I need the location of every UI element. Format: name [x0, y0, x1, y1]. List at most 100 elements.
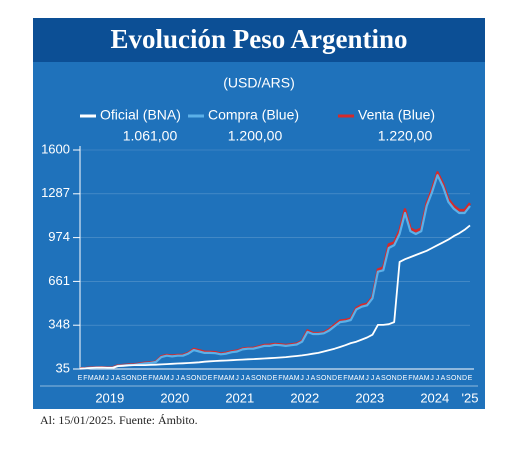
x-tick-label: E: [338, 375, 343, 382]
x-tick-label: D: [202, 375, 207, 382]
x-tick-label: J: [105, 375, 109, 382]
x-tick-label: D: [462, 375, 467, 382]
x-tick-label: A: [419, 375, 424, 382]
x-tick-label: J: [436, 375, 440, 382]
x-tick-label: M: [283, 375, 289, 382]
x-tick-label: J: [371, 375, 375, 382]
x-tick-label: M: [218, 375, 224, 382]
x-tick-label: F: [83, 375, 87, 382]
x-tick-label: O: [321, 375, 327, 382]
x-tick-label: N: [457, 375, 462, 382]
x-tick-label: D: [267, 375, 272, 382]
x-tick-label: O: [191, 375, 197, 382]
x-tick-label: M: [424, 375, 430, 382]
x-tick-label: J: [235, 375, 239, 382]
year-label: 2023: [355, 390, 384, 405]
x-tick-label: E: [403, 375, 408, 382]
x-tick-label: N: [327, 375, 332, 382]
x-tick-label: E: [208, 375, 213, 382]
year-label: 2024: [420, 390, 449, 405]
y-tick-label: 1287: [41, 185, 70, 200]
x-tick-label: S: [186, 375, 191, 382]
legend-value: 1.200,00: [228, 128, 283, 144]
x-tick-label: J: [306, 375, 310, 382]
year-label: 2021: [225, 390, 254, 405]
x-tick-label: A: [311, 375, 316, 382]
x-tick-label: J: [365, 375, 369, 382]
year-label: 2020: [160, 390, 189, 405]
y-tick-label: 348: [48, 317, 70, 332]
x-tick-label: A: [246, 375, 251, 382]
y-tick-label: 974: [48, 229, 70, 244]
x-tick-label: D: [137, 375, 142, 382]
y-tick-label: 1600: [41, 141, 70, 156]
x-tick-label: M: [359, 375, 365, 382]
x-tick-label: M: [164, 375, 170, 382]
year-label: 2022: [290, 390, 319, 405]
x-tick-label: A: [116, 375, 121, 382]
x-tick-label: M: [88, 375, 94, 382]
x-tick-label: J: [111, 375, 115, 382]
footer: Al: 15/01/2025. Fuente: Ámbito.: [40, 413, 198, 427]
x-tick-label: A: [376, 375, 381, 382]
subtitle: (USD/ARS): [223, 75, 295, 91]
x-tick-label: O: [386, 375, 392, 382]
legend-label: Venta (Blue): [358, 107, 435, 123]
y-tick-label: 661: [48, 273, 70, 288]
x-tick-label: J: [300, 375, 304, 382]
x-tick-label: F: [408, 375, 412, 382]
x-tick-label: J: [176, 375, 180, 382]
x-tick-label: S: [121, 375, 126, 382]
x-tick-label: F: [343, 375, 347, 382]
x-tick-label: E: [143, 375, 148, 382]
x-tick-label: A: [441, 375, 446, 382]
x-tick-label: S: [316, 375, 321, 382]
x-tick-label: D: [332, 375, 337, 382]
x-tick-label: E: [273, 375, 278, 382]
x-tick-label: A: [289, 375, 294, 382]
series-line: [79, 174, 471, 370]
x-tick-label: E: [78, 375, 83, 382]
legend-label: Oficial (BNA): [100, 107, 181, 123]
y-tick-label: 35: [56, 360, 70, 375]
x-tick-label: M: [229, 375, 235, 382]
chart-title: Evolución Peso Argentino: [110, 24, 407, 54]
x-tick-label: S: [381, 375, 386, 382]
x-tick-label: N: [262, 375, 267, 382]
x-tick-label: O: [451, 375, 457, 382]
legend-value: 1.220,00: [378, 128, 433, 144]
x-tick-label: M: [153, 375, 159, 382]
x-tick-label: A: [354, 375, 359, 382]
x-tick-label: A: [181, 375, 186, 382]
panel: [33, 18, 485, 409]
title-bar: [33, 18, 485, 62]
x-tick-label: S: [251, 375, 256, 382]
x-tick-label: J: [241, 375, 245, 382]
x-tick-label: N: [197, 375, 202, 382]
x-tick-label: A: [159, 375, 164, 382]
x-tick-label: S: [446, 375, 451, 382]
x-tick-label: M: [348, 375, 354, 382]
year-label: '25: [462, 390, 479, 405]
x-tick-label: M: [413, 375, 419, 382]
x-tick-label: M: [99, 375, 105, 382]
x-tick-label: O: [256, 375, 262, 382]
x-tick-label: D: [397, 375, 402, 382]
x-tick-label: A: [94, 375, 99, 382]
x-tick-label: A: [224, 375, 229, 382]
x-tick-label: F: [148, 375, 152, 382]
year-label: 2019: [95, 390, 124, 405]
x-tick-label: J: [170, 375, 174, 382]
x-tick-label: N: [132, 375, 137, 382]
legend-value: 1.061,00: [123, 128, 178, 144]
x-tick-label: O: [126, 375, 132, 382]
x-tick-label: F: [278, 375, 282, 382]
series-line: [79, 224, 471, 370]
x-tick-label: M: [294, 375, 300, 382]
x-tick-label: E: [468, 375, 473, 382]
x-tick-label: N: [392, 375, 397, 382]
legend-label: Compra (Blue): [208, 107, 299, 123]
x-tick-label: F: [213, 375, 217, 382]
